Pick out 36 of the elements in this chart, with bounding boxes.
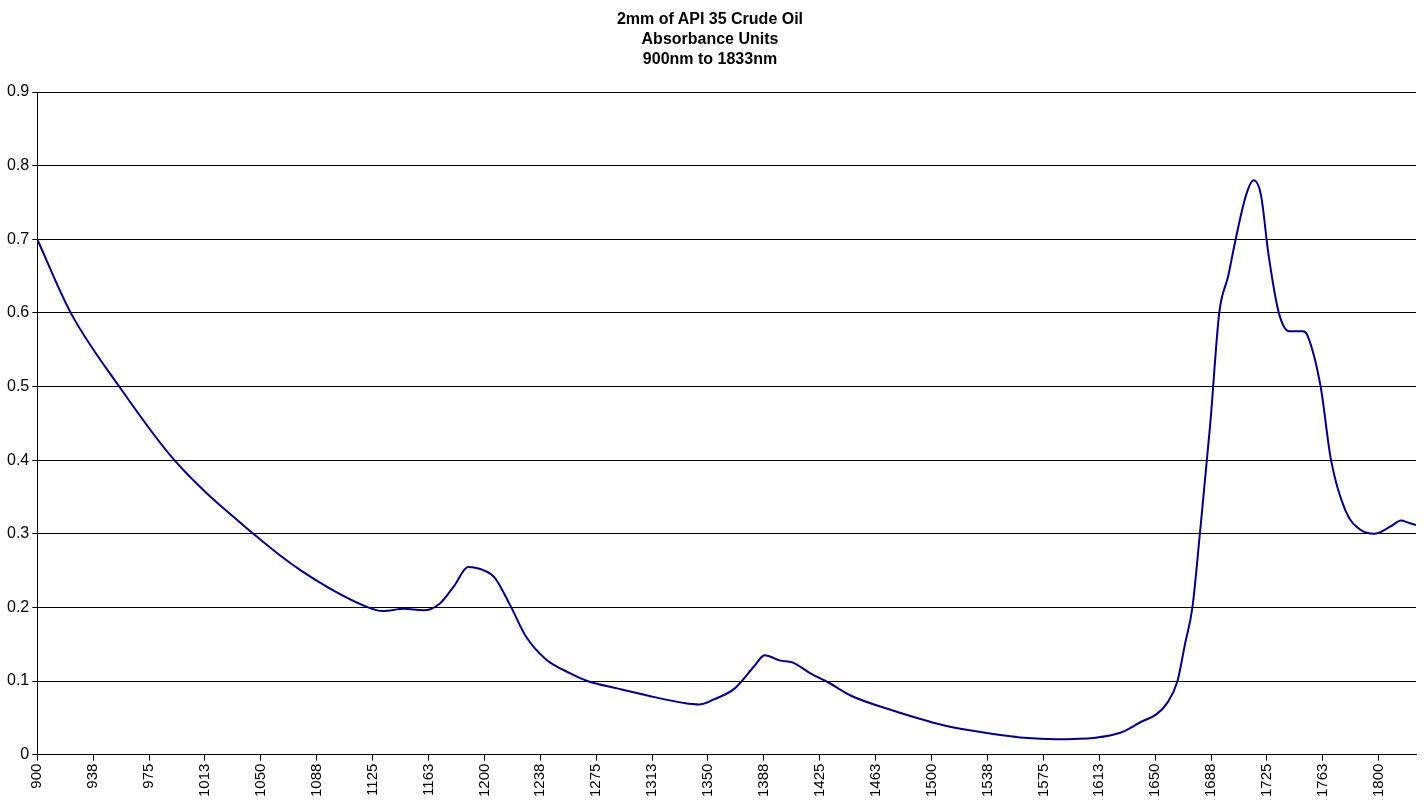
x-tick-label: 1800 bbox=[1368, 763, 1386, 798]
x-tick-label: 1613 bbox=[1089, 763, 1107, 798]
x-tick-label: 1500 bbox=[921, 763, 939, 798]
x-tick-label: 1238 bbox=[530, 763, 548, 798]
x-tick-label: 1763 bbox=[1312, 763, 1330, 798]
x-tick-label: 938 bbox=[83, 763, 101, 789]
x-tick-label: 1200 bbox=[474, 763, 492, 798]
y-tick-label: 0 bbox=[20, 745, 30, 763]
y-tick-label: 0.8 bbox=[6, 156, 30, 174]
x-tick-label: 1425 bbox=[809, 763, 827, 798]
x-tick-label: 975 bbox=[139, 763, 157, 789]
x-tick-label: 1538 bbox=[977, 763, 995, 798]
y-tick-label: 0.4 bbox=[6, 450, 30, 468]
x-tick-label: 900 bbox=[27, 763, 45, 789]
y-tick-label: 0.2 bbox=[6, 597, 30, 615]
x-tick-label: 1575 bbox=[1033, 763, 1051, 798]
x-tick-label: 1313 bbox=[642, 763, 660, 798]
x-tick-label: 1725 bbox=[1257, 763, 1275, 798]
chart-title: 2mm of API 35 Crude Oil Absorbance Units 900nm to 1833nm bbox=[616, 10, 804, 68]
x-tick-label: 1050 bbox=[250, 763, 268, 798]
y-tick-label: 0.1 bbox=[6, 671, 30, 689]
y-tick-label: 0.7 bbox=[6, 229, 30, 247]
x-tick-label: 1350 bbox=[698, 763, 716, 798]
x-tick-label: 1650 bbox=[1145, 763, 1163, 798]
x-tick-label: 1388 bbox=[754, 763, 772, 798]
x-tick-label: 1463 bbox=[865, 763, 883, 798]
x-tick-label: 1013 bbox=[195, 763, 213, 798]
y-tick-label: 0.3 bbox=[6, 524, 30, 542]
x-tick-label: 1125 bbox=[362, 763, 380, 796]
y-tick-label: 0.6 bbox=[6, 303, 30, 321]
x-tick-label: 1163 bbox=[418, 763, 436, 796]
x-tick-label: 1275 bbox=[586, 763, 604, 798]
x-tick-label: 1688 bbox=[1201, 763, 1219, 798]
x-tick-label: 1088 bbox=[306, 763, 324, 798]
y-tick-label: 0.9 bbox=[6, 82, 30, 100]
y-tick-label: 0.5 bbox=[6, 376, 30, 394]
